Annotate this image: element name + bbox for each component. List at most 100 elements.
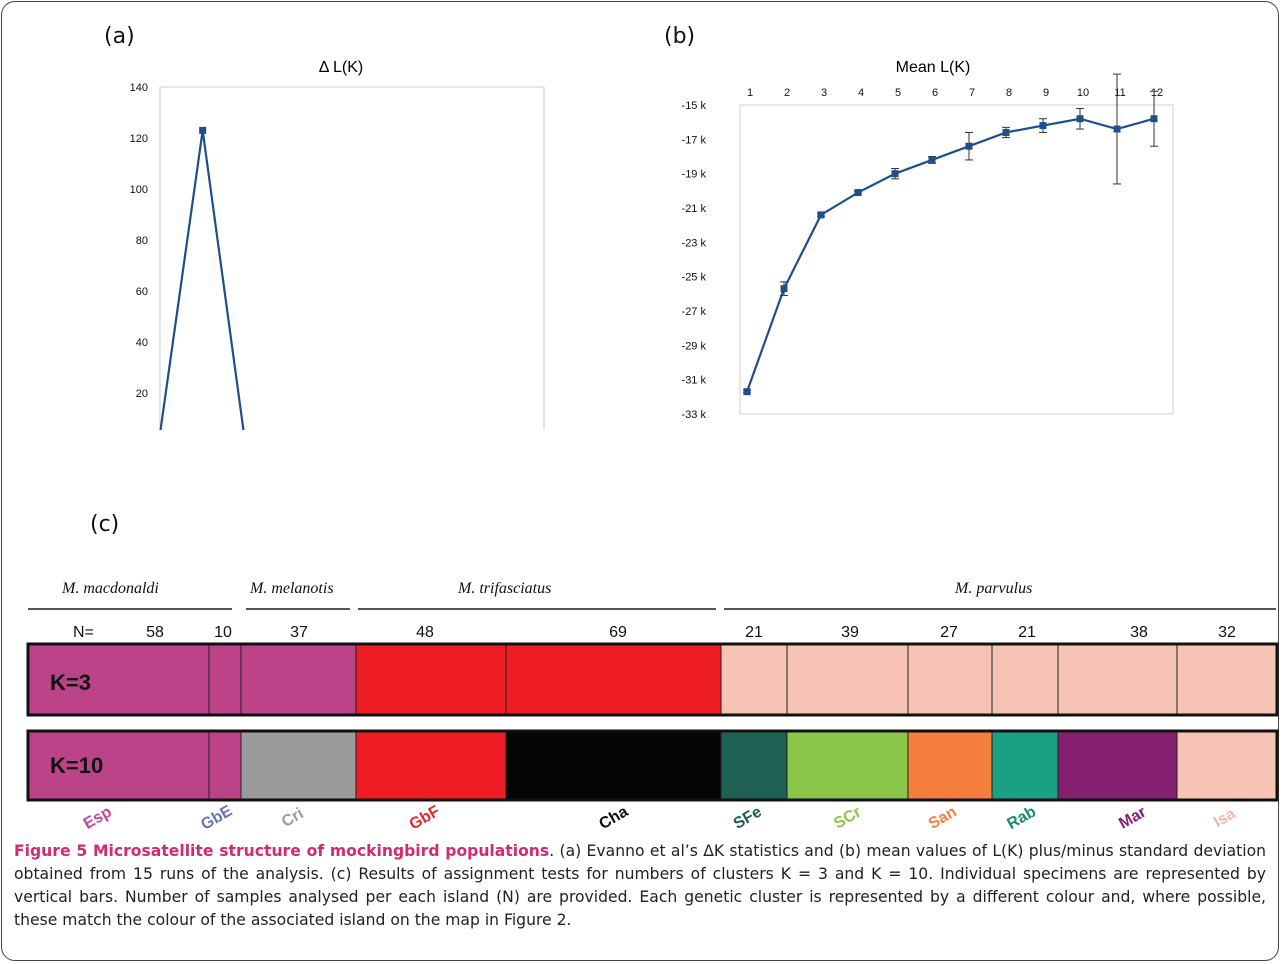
k3-row-block xyxy=(787,644,908,715)
k10-label: K=10 xyxy=(50,753,103,778)
sample-size-label: 10 xyxy=(214,624,232,641)
population-label: GbF xyxy=(407,803,443,834)
species-parvulus: M. parvulus xyxy=(955,580,1033,597)
mean-lk-chart: Mean L(K) -15 k -17 k -19 k -21 k -23 k -25 k… xyxy=(682,59,1174,421)
k10-row-block xyxy=(28,731,209,800)
y-tick-label: 20 xyxy=(136,388,148,400)
k10-row-block xyxy=(1058,731,1177,800)
y-tick-label: 100 xyxy=(130,184,148,196)
population-label: Cri xyxy=(279,805,307,831)
sample-size-label: 39 xyxy=(841,624,859,641)
y-tick-label: -17 k xyxy=(682,134,707,146)
y-tick-label: -27 k xyxy=(682,306,707,318)
data-point xyxy=(965,142,973,150)
y-tick-label: -33 k xyxy=(682,409,707,421)
panel-label-b: (b) xyxy=(664,24,696,49)
mean-lk-title: Mean L(K) xyxy=(896,59,971,76)
y-tick-label: 60 xyxy=(136,286,148,298)
k10-row-block xyxy=(908,731,992,800)
sample-size-label: 58 xyxy=(146,624,164,641)
sample-size-label: 27 xyxy=(940,624,958,641)
x-tick-label: 3 xyxy=(821,87,827,99)
k3-row-block xyxy=(209,644,241,715)
population-label: Isa xyxy=(1211,805,1239,831)
population-label: GbE xyxy=(198,802,235,833)
population-label: San xyxy=(926,803,960,832)
y-tick-label: 120 xyxy=(130,133,148,145)
population-label: SFe xyxy=(731,803,765,832)
k10-row-block xyxy=(787,731,908,800)
k10-row-block xyxy=(721,731,787,800)
k3-row-block xyxy=(721,644,787,715)
structure-plot: N= 58 10 37 48 69 21 39 27 21 38 32 Esp GbE Cri GbF Ch… xyxy=(26,608,1279,834)
population-label: Cha xyxy=(596,803,631,833)
y-tick-label: 140 xyxy=(130,82,148,94)
species-macdonaldi: M. macdonaldi xyxy=(62,580,159,597)
k3-row-block xyxy=(1177,644,1277,715)
delta-lk-title: Δ L(K) xyxy=(319,59,363,76)
y-tick-label: -31 k xyxy=(682,375,707,387)
k3-row-border xyxy=(26,642,1279,717)
plot-area xyxy=(159,86,545,430)
x-tick-label: 6 xyxy=(932,87,938,99)
data-point xyxy=(1150,115,1158,123)
k10-row-block xyxy=(241,731,356,800)
series-line xyxy=(745,117,1155,393)
k10-row-block xyxy=(506,731,721,800)
x-tick-label: 8 xyxy=(1006,87,1012,99)
x-tick-label: 7 xyxy=(969,87,975,99)
k10-row-block xyxy=(992,731,1058,800)
data-point xyxy=(1039,122,1047,130)
k3-row-block xyxy=(506,644,721,715)
sample-size-label: 48 xyxy=(416,624,434,641)
k10-row-block xyxy=(209,731,241,800)
data-point xyxy=(854,189,862,197)
x-tick-label: 12 xyxy=(1151,87,1163,99)
population-label: Mar xyxy=(1116,804,1149,833)
panel-label-a: (a) xyxy=(104,24,135,49)
series-line xyxy=(159,130,245,430)
y-tick-label: -15 k xyxy=(682,100,707,112)
x-tick-label: 10 xyxy=(1077,87,1089,99)
data-point xyxy=(1076,115,1084,123)
species-melanotis: M. melanotis xyxy=(250,580,334,597)
population-label: Esp xyxy=(81,803,115,833)
delta-lk-chart: Δ L(K) 020406080100120140234567891011 xyxy=(130,59,545,430)
sample-size-label: 69 xyxy=(609,624,627,641)
y-tick-label: -19 k xyxy=(682,169,707,181)
k10-row-border xyxy=(26,729,1279,802)
data-point xyxy=(817,211,825,219)
n-prefix: N= xyxy=(73,624,94,641)
y-tick-label: -21 k xyxy=(682,203,707,215)
data-point xyxy=(1002,128,1010,136)
sample-size-label: 37 xyxy=(290,624,308,641)
x-tick-label: 11 xyxy=(1114,87,1125,99)
y-tick-label: 80 xyxy=(136,235,148,247)
k10-row-block xyxy=(1177,731,1277,800)
data-point xyxy=(1113,125,1121,133)
x-tick-label: 5 xyxy=(895,87,901,99)
k3-row-block xyxy=(28,644,209,715)
population-label: Rab xyxy=(1004,803,1039,833)
y-tick-label: -29 k xyxy=(682,340,707,352)
sample-size-label: 32 xyxy=(1218,624,1236,641)
k10-row-block xyxy=(356,731,506,800)
k3-row-block xyxy=(908,644,992,715)
k3-row-block xyxy=(241,644,356,715)
sample-size-label: 21 xyxy=(745,624,763,641)
species-trifasciatus: M. trifasciatus xyxy=(458,580,552,597)
caption-text: . (a) Evanno et al’s ΔK statistics and (… xyxy=(14,842,1267,929)
x-tick-label: 2 xyxy=(784,87,790,99)
data-point xyxy=(780,285,788,293)
caption-title: Figure 5 Microsatellite structure of moc… xyxy=(14,842,550,860)
data-point xyxy=(743,388,751,396)
k3-row-block xyxy=(992,644,1058,715)
y-tick-label: 40 xyxy=(136,337,148,349)
plot-area xyxy=(739,104,1174,415)
x-tick-label: 1 xyxy=(747,87,753,99)
k3-row-block xyxy=(1058,644,1177,715)
panel-label-c: (c) xyxy=(90,512,120,537)
data-point xyxy=(891,170,899,178)
data-point xyxy=(199,126,207,134)
